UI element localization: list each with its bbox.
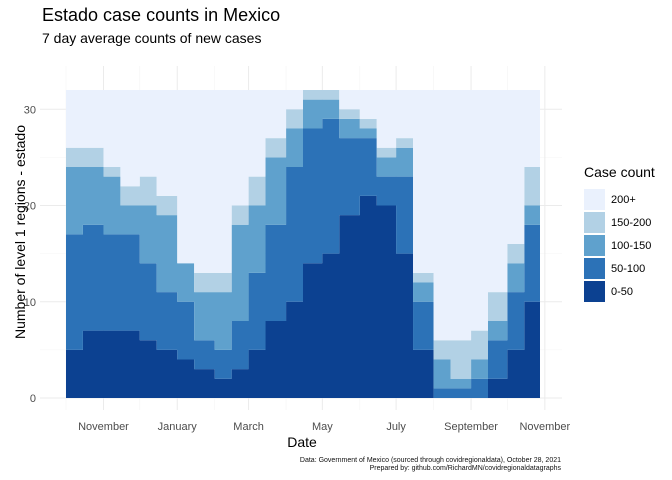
- legend-swatch: [584, 258, 605, 279]
- legend-item-100-150: 100-150: [584, 234, 655, 257]
- x-tick-label: September: [444, 421, 498, 433]
- legend-label: 100-150: [611, 239, 652, 252]
- caption-line-data-source: Data: Government of Mexico (sourced thro…: [299, 457, 561, 464]
- legend-swatch: [584, 212, 605, 233]
- legend-item-200-plus: 200+: [584, 188, 655, 211]
- y-axis-ticks: 0 10 20 30: [24, 104, 36, 405]
- legend-swatch: [584, 235, 605, 256]
- x-axis-ticks: November January March May July September Nove…: [78, 421, 570, 433]
- legend-swatch: [584, 281, 605, 302]
- x-tick-label: July: [386, 421, 406, 433]
- legend-swatch: [584, 189, 605, 210]
- stacked-bands: [66, 90, 540, 398]
- y-tick-label: 10: [24, 297, 36, 309]
- legend-item-150-200: 150-200: [584, 211, 655, 234]
- legend-title: Case count: [584, 164, 655, 180]
- band-200-plus: [66, 90, 540, 341]
- y-axis-label: Number of level 1 regions - estado: [12, 125, 28, 339]
- legend-item-0-50: 0-50: [584, 280, 655, 303]
- chart-subtitle: 7 day average counts of new cases: [42, 30, 262, 46]
- legend-label: 0-50: [611, 285, 634, 298]
- legend-label: 150-200: [611, 216, 652, 229]
- y-tick-label: 0: [30, 393, 36, 405]
- caption-line-prepared-by: Prepared by: github.com/RichardMN/covidr…: [369, 465, 561, 472]
- y-tick-label: 30: [24, 104, 36, 116]
- chart-caption: Data: Government of Mexico (sourced thro…: [300, 457, 561, 473]
- x-tick-label: November: [519, 421, 570, 433]
- x-tick-label: January: [158, 421, 198, 433]
- x-tick-label: March: [233, 421, 264, 433]
- legend: Case count 200+ 150-200 100-150 50-100 0…: [584, 164, 655, 303]
- legend-item-50-100: 50-100: [584, 257, 655, 280]
- x-tick-label: November: [78, 421, 129, 433]
- band-100-150: [66, 99, 540, 389]
- band-50-100: [66, 118, 540, 398]
- x-axis-label: Date: [287, 434, 317, 450]
- x-tick-label: May: [312, 421, 333, 433]
- legend-label: 50-100: [611, 262, 646, 275]
- y-tick-label: 20: [24, 201, 36, 213]
- chart-title: Estado case counts in Mexico: [42, 5, 281, 25]
- legend-label: 200+: [611, 193, 636, 206]
